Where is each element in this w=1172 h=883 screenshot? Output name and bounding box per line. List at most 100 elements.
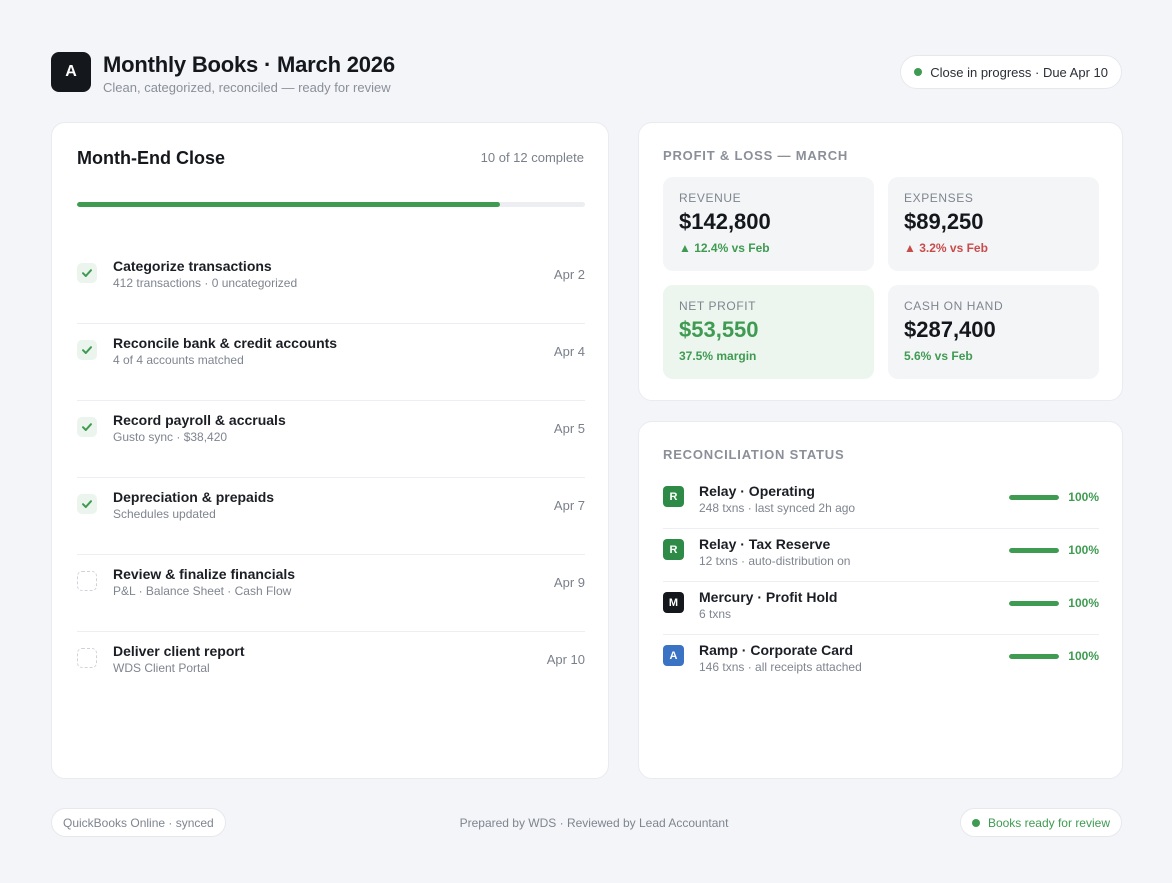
sync-status-badge: QuickBooks Online · synced [51,808,226,837]
account-percent: 100% [1068,649,1099,663]
reconciliation-title: RECONCILIATION STATUS [663,447,845,462]
account-detail: 146 txns · all receipts attached [699,660,862,674]
task-detail: Gusto sync · $38,420 [113,430,228,444]
task-detail: 4 of 4 accounts matched [113,353,244,367]
checkmark-icon [82,500,92,508]
cash-on-hand-tile: CASH ON HAND $287,400 5.6% vs Feb [888,285,1099,379]
page-subtitle: Clean, categorized, reconciled — ready f… [103,80,391,95]
account-name: Mercury · Profit Hold [699,589,838,605]
account-detail: 6 txns [699,607,732,621]
tile-value: $89,250 [904,209,984,234]
bank-logo-icon: A [663,645,684,666]
task-name: Reconcile bank & credit accounts [113,335,338,351]
close-task-list: Categorize transactions 412 transactions… [77,247,585,709]
app-logo: A [51,52,91,92]
close-status-badge: Close in progress · Due Apr 10 [900,55,1122,89]
tile-delta: 37.5% margin [679,349,757,363]
account-row[interactable]: R Relay · Operating 248 txns · last sync… [663,476,1099,529]
close-completion-count: 10 of 12 complete [480,150,584,165]
checkmark-icon [82,346,92,354]
books-ready-badge: Books ready for review [959,808,1122,837]
ready-dot-icon [971,818,980,827]
task-date: Apr 4 [553,344,585,359]
profit-loss-card: PROFIT & LOSS — MARCH REVENUE $142,800 ▲… [638,122,1123,401]
tile-delta: 5.6% vs Feb [904,349,973,363]
task-detail: Schedules updated [113,507,216,521]
month-end-close-card: Month-End Close 10 of 12 complete Catego… [51,122,609,779]
status-dot-icon [914,68,923,76]
task-name: Deliver client report [113,643,245,659]
expenses-tile: EXPENSES $89,250 ▲ 3.2% vs Feb [888,177,1099,271]
net-profit-tile: NET PROFIT $53,550 37.5% margin [663,285,874,379]
account-detail: 12 txns · auto-distribution on [699,554,851,568]
task-detail: P&L · Balance Sheet · Cash Flow [113,584,292,598]
task-date: Apr 9 [553,575,585,590]
tile-label: CASH ON HAND [904,299,1004,313]
account-progress-fill [1009,654,1059,659]
task-name: Depreciation & prepaids [113,489,275,505]
close-progress-bar [77,202,585,207]
tile-value: $53,550 [679,317,759,342]
bank-logo-icon: M [663,592,684,613]
task-name: Record payroll & accruals [113,412,286,428]
reconciliation-list: R Relay · Operating 248 txns · last sync… [663,476,1099,688]
task-date: Apr 5 [553,421,585,436]
account-progress-bar [1009,601,1059,606]
account-progress-bar [1009,495,1059,500]
task-detail: 412 transactions · 0 uncategorized [113,276,298,290]
tile-delta: ▲ 12.4% vs Feb [679,241,770,255]
account-progress-bar [1009,654,1059,659]
account-row[interactable]: R Relay · Tax Reserve 12 txns · auto-dis… [663,529,1099,582]
task-name: Review & finalize financials [113,566,296,582]
tile-label: REVENUE [679,191,742,205]
tile-value: $142,800 [679,209,771,234]
checkmark-icon [82,269,92,277]
task-detail: WDS Client Portal [113,661,210,675]
task-checkbox[interactable] [77,648,97,668]
task-checkbox[interactable] [77,494,97,514]
account-percent: 100% [1068,596,1099,610]
close-progress-fill [77,202,501,207]
task-name: Categorize transactions [113,258,272,274]
account-percent: 100% [1068,543,1099,557]
tile-label: EXPENSES [904,191,974,205]
prepared-by-note: Prepared by WDS · Reviewed by Lead Accou… [459,816,729,830]
reconciliation-status-card: RECONCILIATION STATUS R Relay · Operatin… [638,421,1123,779]
profit-loss-title: PROFIT & LOSS — MARCH [663,148,849,163]
account-name: Relay · Operating [699,483,815,499]
account-detail: 248 txns · last synced 2h ago [699,501,856,515]
tile-label: NET PROFIT [679,299,757,313]
task-row[interactable]: Depreciation & prepaids Schedules update… [77,478,585,555]
task-row[interactable]: Record payroll & accruals Gusto sync · $… [77,401,585,478]
account-name: Ramp · Corporate Card [699,642,854,658]
account-progress-fill [1009,548,1059,553]
task-checkbox[interactable] [77,571,97,591]
account-name: Relay · Tax Reserve [699,536,831,552]
task-row[interactable]: Reconcile bank & credit accounts 4 of 4 … [77,324,585,401]
tile-value: $287,400 [904,317,996,342]
task-date: Apr 10 [546,652,585,667]
account-row[interactable]: A Ramp · Corporate Card 146 txns · all r… [663,635,1099,688]
page-header: A Monthly Books · March 2026 Clean, cate… [51,52,1122,95]
tile-delta: ▲ 3.2% vs Feb [904,241,988,255]
task-row[interactable]: Categorize transactions 412 transactions… [77,247,585,324]
task-checkbox[interactable] [77,340,97,360]
account-progress-fill [1009,495,1059,500]
revenue-tile: REVENUE $142,800 ▲ 12.4% vs Feb [663,177,874,271]
books-ready-text: Books ready for review [987,815,1110,830]
close-status-text: Close in progress · Due Apr 10 [930,64,1108,80]
bank-logo-icon: R [663,486,684,507]
page-title: Monthly Books · March 2026 [103,52,395,77]
task-checkbox[interactable] [77,417,97,437]
close-card-title: Month-End Close [77,148,225,168]
task-date: Apr 7 [553,498,585,513]
task-row[interactable]: Review & finalize financials P&L · Balan… [77,555,585,632]
sync-status-text: QuickBooks Online · synced [63,815,214,830]
account-row[interactable]: M Mercury · Profit Hold 6 txns 100% [663,582,1099,635]
account-progress-fill [1009,601,1059,606]
task-row[interactable]: Deliver client report WDS Client Portal … [77,632,585,709]
account-percent: 100% [1068,490,1099,504]
checkmark-icon [82,423,92,431]
account-progress-bar [1009,548,1059,553]
task-checkbox[interactable] [77,263,97,283]
